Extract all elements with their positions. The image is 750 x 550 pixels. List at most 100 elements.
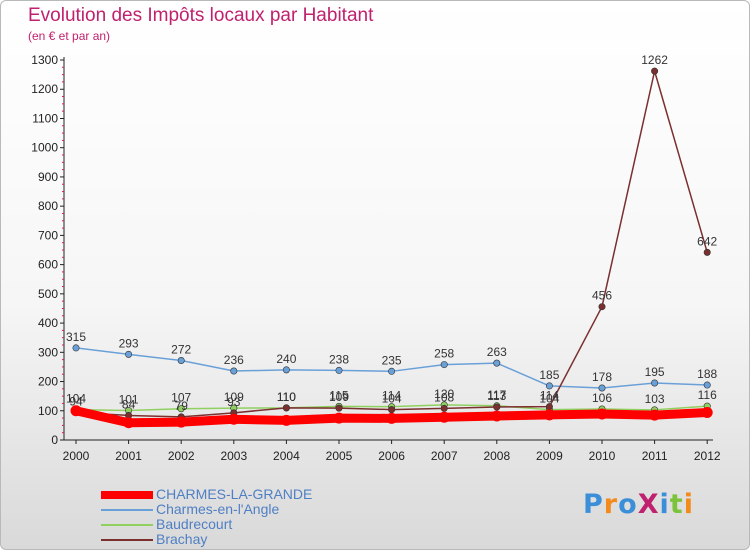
data-point-brachay: [388, 406, 396, 414]
data-label-brachay: 93: [227, 395, 241, 409]
data-point-brachay: [493, 403, 501, 411]
chart-subtitle: (en € et par an): [28, 29, 111, 43]
data-point-charmes-la-grande: [596, 408, 608, 420]
y-tick-label: 800: [38, 199, 58, 213]
data-label-charmes-en-l-angle: 238: [329, 352, 349, 366]
data-point-charmes-en-l-angle: [282, 366, 290, 374]
data-point-charmes-la-grande: [280, 414, 292, 426]
data-point-charmes-en-l-angle: [493, 359, 501, 367]
data-point-brachay: [598, 303, 606, 311]
data-point-charmes-en-l-angle: [230, 367, 238, 375]
data-label-charmes-en-l-angle: 293: [119, 336, 139, 350]
x-tick-label: 2011: [642, 449, 668, 463]
data-label-charmes-en-l-angle: 272: [171, 342, 191, 356]
data-label-charmes-en-l-angle: 258: [434, 347, 454, 361]
data-point-charmes-la-grande: [228, 413, 240, 425]
data-point-charmes-la-grande: [123, 417, 135, 429]
x-tick-label: 2006: [378, 449, 405, 463]
data-label-baudrecourt: 110: [277, 390, 296, 404]
y-tick-label: 1200: [31, 82, 58, 96]
chart-title: Evolution des Impôts locaux par Habitant: [28, 5, 374, 26]
data-label-baudrecourt: 117: [487, 388, 506, 402]
x-tick-label: 2002: [168, 449, 195, 463]
x-tick-label: 2005: [326, 449, 353, 463]
data-point-charmes-en-l-angle: [440, 361, 448, 369]
data-label-baudrecourt: 120: [434, 387, 454, 401]
logo-letter: i: [683, 489, 694, 520]
x-tick-label: 2000: [63, 449, 90, 463]
logo-letter: o: [618, 489, 638, 520]
data-label-charmes-en-l-angle: 263: [487, 345, 507, 359]
legend-swatch: [101, 508, 153, 511]
data-point-charmes-la-grande: [649, 409, 661, 421]
x-tick-label: 2004: [273, 449, 300, 463]
legend-swatch: [101, 538, 153, 541]
data-label-baudrecourt: 116: [698, 388, 717, 402]
data-point-brachay: [440, 404, 448, 412]
chart-series: [70, 67, 713, 429]
data-label-baudrecourt: 103: [645, 392, 665, 406]
x-tick-label: 2009: [536, 449, 563, 463]
y-tick-label: 600: [38, 258, 58, 272]
x-tick-label: 2012: [694, 449, 721, 463]
chart-axes: 0 100 200 300 400 500 600 700 800 900 1000 1100 1200…: [31, 53, 721, 463]
y-tick-label: 200: [38, 375, 58, 389]
logo-letter: r: [603, 489, 619, 520]
data-point-brachay: [335, 404, 343, 412]
data-label-brachay: 108: [434, 390, 454, 404]
data-label-baudrecourt: 106: [592, 391, 612, 405]
logo-letter: P: [583, 489, 604, 520]
y-tick-label: 0: [51, 433, 58, 447]
data-point-charmes-en-l-angle: [598, 384, 606, 392]
legend-swatch: [101, 490, 153, 499]
legend-label: Brachay: [156, 531, 208, 547]
data-label-brachay: 104: [382, 392, 402, 406]
data-point-charmes-en-l-angle: [125, 350, 133, 358]
y-tick-label: 1000: [31, 141, 58, 155]
legend-swatch: [101, 523, 153, 526]
data-point-charmes-la-grande: [491, 410, 503, 422]
data-label-charmes-en-l-angle: 188: [697, 367, 717, 381]
data-point-brachay: [703, 248, 711, 256]
data-point-charmes-la-grande: [70, 405, 82, 417]
data-point-charmes-la-grande: [438, 411, 450, 423]
logo-letter: X: [637, 489, 660, 520]
data-label-brachay: 114: [540, 389, 559, 403]
x-tick-label: 2010: [589, 449, 616, 463]
y-tick-label: 100: [38, 404, 58, 418]
data-point-charmes-la-grande: [333, 412, 345, 424]
data-point-baudrecourt: [177, 405, 185, 413]
chart-point-labels: 315 293 272 236 240 238 235 258 263 185 178 195 188 1…: [66, 53, 718, 413]
y-tick-label: 700: [38, 228, 58, 242]
y-tick-label: 1100: [32, 111, 58, 125]
data-point-charmes-la-grande: [386, 412, 398, 424]
data-point-charmes-en-l-angle: [545, 382, 553, 390]
x-tick-label: 2008: [483, 449, 510, 463]
data-point-charmes-en-l-angle: [335, 366, 343, 374]
data-label-brachay: 84: [122, 397, 136, 411]
legend-label: CHARMES-LA-GRANDE: [156, 486, 313, 502]
data-label-brachay: 109: [329, 390, 349, 404]
proxiti-logo: ProXiti: [583, 489, 694, 520]
data-label-brachay: 94: [69, 395, 83, 409]
y-tick-label: 400: [38, 316, 58, 330]
data-label-charmes-en-l-angle: 236: [224, 353, 244, 367]
data-label-charmes-en-l-angle: 240: [276, 352, 296, 366]
data-label-baudrecourt: 114: [382, 389, 401, 403]
data-label-brachay: 1262: [641, 53, 668, 67]
y-tick-label: 300: [38, 345, 58, 359]
data-label-charmes-en-l-angle: 178: [592, 370, 612, 384]
data-label-baudrecourt: 104: [66, 392, 86, 406]
data-label-baudrecourt: 104: [539, 392, 559, 406]
data-point-charmes-la-grande: [175, 416, 187, 428]
data-point-brachay: [282, 404, 290, 412]
data-label-charmes-en-l-angle: 235: [382, 353, 402, 367]
data-point-charmes-en-l-angle: [651, 379, 659, 387]
data-label-brachay: 456: [592, 289, 612, 303]
data-label-brachay: 79: [175, 399, 189, 413]
x-tick-label: 2003: [220, 449, 247, 463]
logo-letter: t: [669, 489, 684, 520]
data-label-brachay: 110: [277, 390, 296, 404]
